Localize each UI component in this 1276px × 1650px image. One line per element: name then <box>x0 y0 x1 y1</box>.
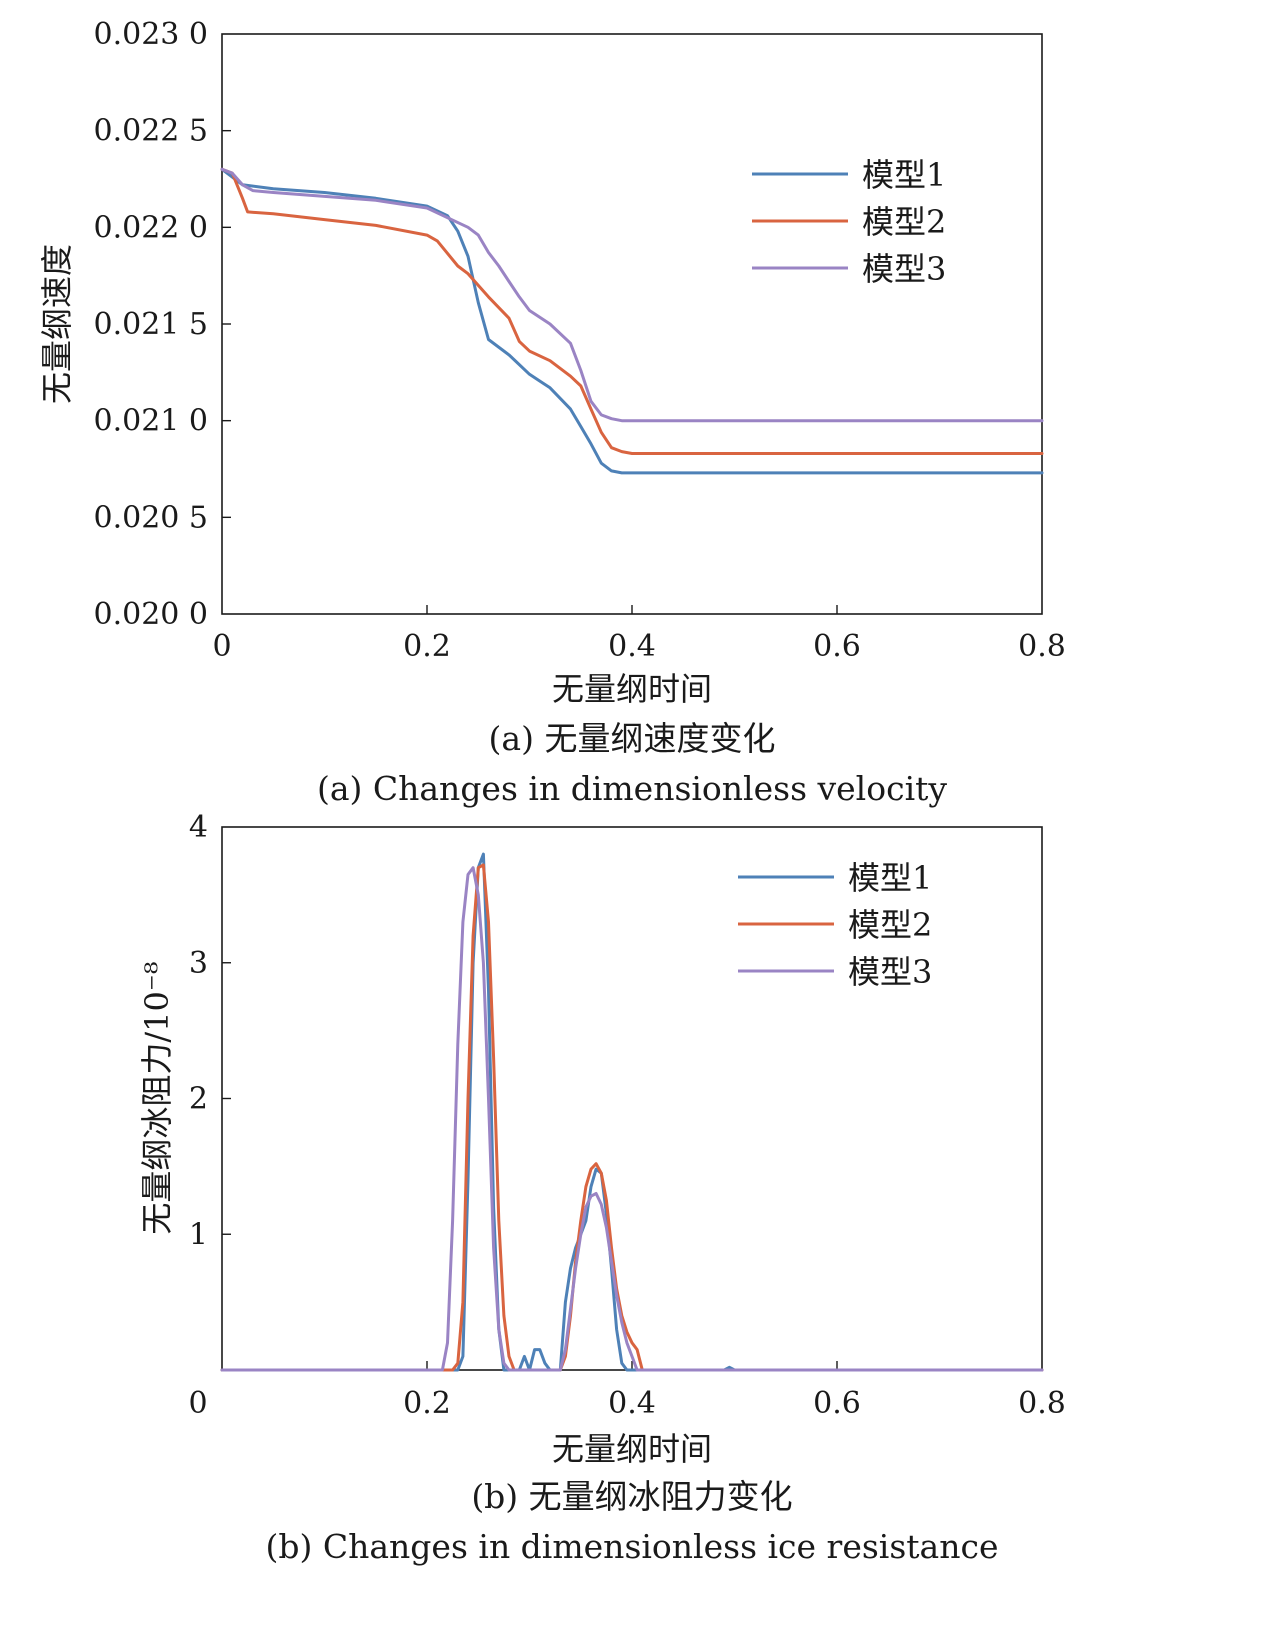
y-tick-label: 0.021 0 <box>93 404 208 439</box>
chart-a-x-ticks: 0 0.2 0.4 0.6 0.8 <box>212 605 1066 664</box>
chart-b-caption-cn: (b) 无量纲冰阻力变化 <box>471 1477 792 1516</box>
series-line-3 <box>220 167 1044 423</box>
y-tick-label: 4 <box>189 810 208 845</box>
x-tick-label: 0.8 <box>1018 629 1066 664</box>
chart-a-x-axis-label: 无量纲时间 <box>552 670 712 708</box>
chart-b-x-ticks: 0.2 0.4 0.6 0.8 <box>403 1361 1066 1421</box>
x-tick-label: 0.2 <box>403 1386 451 1421</box>
y-tick-label: 0.022 5 <box>93 114 208 149</box>
chart-a-y-axis-label: 无量纲速度 <box>38 244 76 404</box>
x-tick-label: 0.8 <box>1018 1386 1066 1421</box>
legend-label-2: 模型2 <box>848 906 932 944</box>
chart-a-legend: 模型1 模型2 模型3 <box>752 156 946 288</box>
series-line-3 <box>220 866 1044 1372</box>
chart-b-caption-en: (b) Changes in dimensionless ice resista… <box>266 1527 999 1566</box>
y-tick-label: 0.023 0 <box>93 17 208 52</box>
y-tick-label: 0.021 5 <box>93 307 208 342</box>
y-tick-label: 3 <box>189 946 208 981</box>
legend-label-1: 模型1 <box>848 859 932 897</box>
legend-label-1: 模型1 <box>862 156 946 194</box>
chart-a-y-ticks: 0.020 0 0.020 5 0.021 0 0.021 5 0.022 0 0.022… <box>93 17 231 632</box>
x-tick-label: 0.4 <box>608 1386 656 1421</box>
chart-b-series-lines <box>220 852 1044 1372</box>
chart-a-series-lines <box>220 167 1044 475</box>
y-tick-label: 0.022 0 <box>93 210 208 245</box>
chart-b-origin-tick-label: 0 <box>188 1386 207 1421</box>
chart-b-legend: 模型1 模型2 模型3 <box>738 859 932 991</box>
x-tick-label: 0 <box>212 629 231 664</box>
chart-b: 0.2 0.4 0.6 0.8 1 2 3 4 模型1 模型2 模型3 0 无量纲时间 无量纲冰… <box>138 810 1066 1566</box>
series-line-1 <box>220 167 1044 475</box>
chart-a-caption-cn: (a) 无量纲速度变化 <box>489 719 776 758</box>
x-tick-label: 0.6 <box>813 1386 861 1421</box>
x-tick-label: 0.4 <box>608 629 656 664</box>
chart-b-y-axis-label: 无量纲冰阻力/10⁻⁸ <box>138 961 176 1234</box>
y-tick-label: 0.020 0 <box>93 597 208 632</box>
x-tick-label: 0.6 <box>813 629 861 664</box>
chart-a-plot-frame <box>221 33 1043 615</box>
chart-a: 0 0.2 0.4 0.6 0.8 0.020 0 0.020 5 0.021 0 0.021… <box>38 17 1066 808</box>
legend-label-3: 模型3 <box>862 250 946 288</box>
y-tick-label: 2 <box>189 1082 208 1117</box>
chart-b-y-ticks: 1 2 3 4 <box>189 810 231 1252</box>
legend-label-3: 模型3 <box>848 953 932 991</box>
series-line-2 <box>220 167 1044 455</box>
y-tick-label: 0.020 5 <box>93 500 208 535</box>
x-tick-label: 0.2 <box>403 629 451 664</box>
chart-a-caption-en: (a) Changes in dimensionless velocity <box>317 769 947 808</box>
legend-label-2: 模型2 <box>862 203 946 241</box>
chart-b-x-axis-label: 无量纲时间 <box>552 1430 712 1468</box>
y-tick-label: 1 <box>189 1217 208 1252</box>
